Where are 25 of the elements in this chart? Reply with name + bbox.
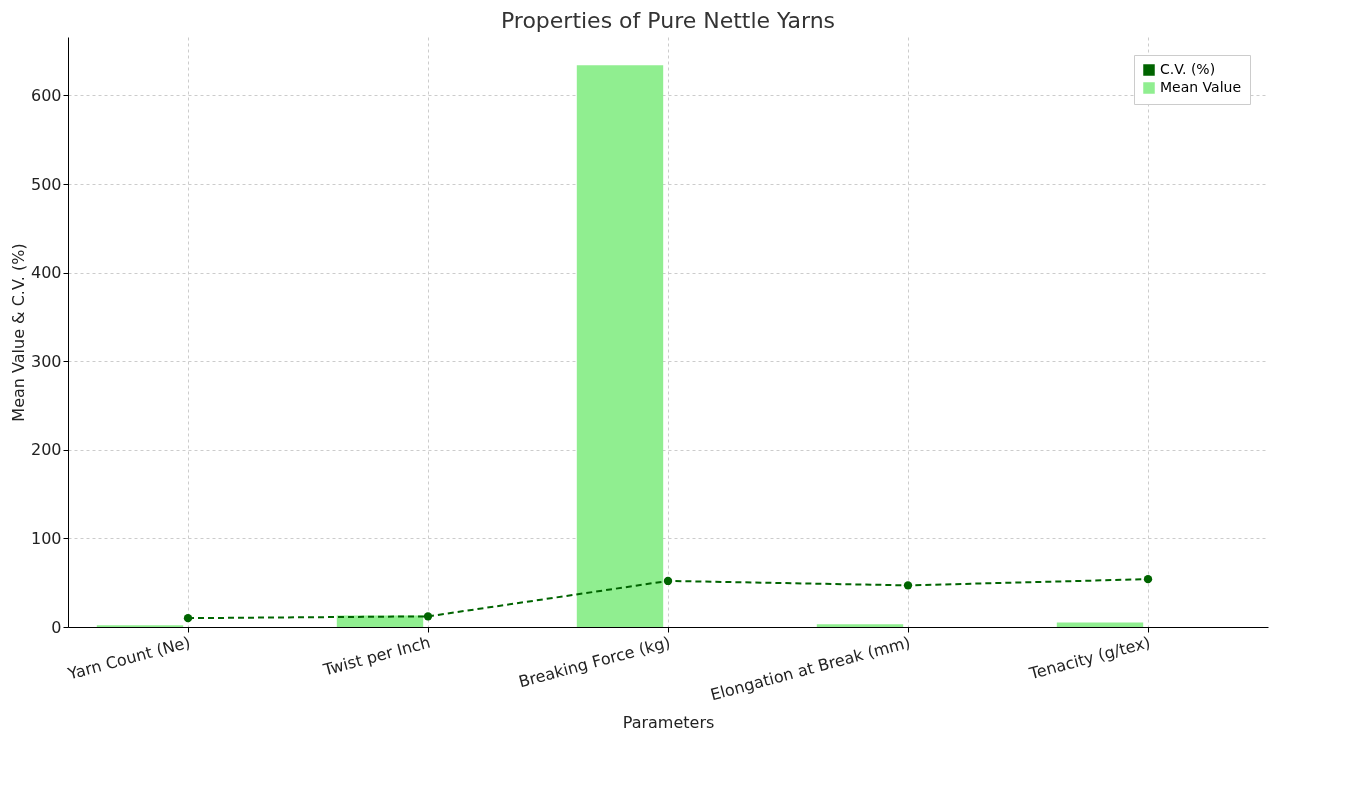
bar <box>576 65 664 627</box>
y-tick-label: 400 <box>30 263 62 283</box>
point <box>1143 574 1153 584</box>
y-tick-label: 600 <box>30 85 62 105</box>
y-tick-label: 500 <box>30 174 62 194</box>
bar <box>336 615 424 627</box>
legend-label: C.V. (%) <box>1160 61 1216 77</box>
x-tick-label: Breaking Force (kg) <box>516 632 673 692</box>
legend-label: Mean Value <box>1160 79 1242 95</box>
x-tick-label: Yarn Count (Ne) <box>65 632 193 684</box>
x-axis-title: Parameters <box>622 713 715 733</box>
y-tick-label: 100 <box>30 528 62 548</box>
point <box>183 613 193 623</box>
x-tick-label: Twist per Inch <box>320 632 433 680</box>
chart-title: Properties of Pure Nettle Yarns <box>500 8 836 33</box>
point <box>903 581 913 590</box>
bar <box>1056 622 1144 627</box>
y-tick-label: 300 <box>30 351 62 371</box>
y-axis-title: Mean Value & C.V. (%) <box>8 243 28 422</box>
x-tick-label: Tenacity (g/tex) <box>1026 632 1153 684</box>
y-tick-label: 0 <box>51 617 62 637</box>
point <box>663 576 673 586</box>
y-tick-label: 200 <box>30 440 62 460</box>
bar <box>816 624 904 627</box>
point <box>423 612 433 621</box>
